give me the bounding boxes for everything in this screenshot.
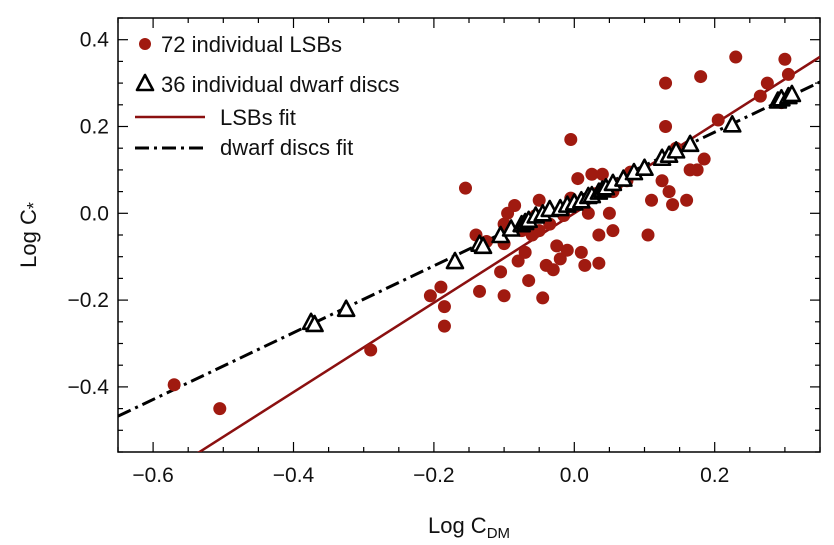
- lsb-point: [645, 193, 659, 207]
- lsb-point: [473, 284, 487, 298]
- lsb-point: [697, 152, 711, 166]
- lsb-point: [437, 300, 451, 314]
- x-tick-label: −0.2: [413, 464, 454, 487]
- dwarf-point: [680, 134, 700, 153]
- x-axis-title: Log CDM: [428, 513, 510, 542]
- lsb-point: [662, 185, 676, 199]
- y-axis-title-main: Log C: [16, 209, 41, 268]
- legend-dwarf-label: 36 individual dwarf discs: [161, 72, 399, 97]
- lsb-point: [546, 263, 560, 277]
- lsb-point: [666, 198, 680, 212]
- legend-dwarf-marker: [135, 73, 155, 92]
- lsb-point: [532, 193, 546, 207]
- lsb-point: [423, 289, 437, 303]
- lsb-point: [606, 224, 620, 238]
- x-tick-label: −0.6: [132, 464, 173, 487]
- dwarf-point: [666, 141, 686, 159]
- x-tick-label: −0.4: [273, 464, 315, 487]
- legend-lsb-label: 72 individual LSBs: [161, 32, 342, 57]
- lsb-point: [560, 243, 574, 257]
- lsb-point: [690, 163, 704, 177]
- lsb-point: [578, 258, 592, 272]
- lsb-point: [518, 245, 532, 259]
- lsb-point: [729, 50, 743, 64]
- dwarf-point: [473, 236, 493, 255]
- lsb-point: [659, 120, 673, 133]
- lsb-point: [458, 181, 472, 195]
- lsb-point: [680, 193, 694, 207]
- lsb-point: [778, 52, 792, 66]
- legend-lsb-fit-label: LSBs fit: [220, 105, 296, 130]
- lsb-point: [564, 133, 578, 147]
- plot-frame: [117, 17, 821, 453]
- lsb-point: [553, 252, 567, 266]
- lsb-point: [364, 343, 378, 357]
- lsb-point: [434, 280, 448, 294]
- y-tick-label: −0.2: [68, 289, 109, 312]
- lsb-point: [592, 256, 606, 270]
- lsb-point: [497, 289, 511, 303]
- y-tick-label: 0.0: [80, 202, 109, 225]
- y-tick-label: 0.2: [80, 116, 109, 139]
- legend-lsb-marker: [139, 38, 151, 50]
- lsb-point: [571, 172, 585, 186]
- data-points: [167, 50, 802, 416]
- lsb-point: [574, 245, 588, 259]
- lsb-point: [585, 167, 599, 181]
- y-tick-label: −0.4: [68, 376, 110, 399]
- lsb-point: [522, 274, 536, 288]
- x-axis-title-sub: DM: [487, 525, 510, 542]
- legend: 72 individual LSBs 36 individual dwarf d…: [135, 32, 399, 160]
- lsb-point: [781, 67, 795, 81]
- y-tick-label: 0.4: [80, 29, 110, 52]
- lsb-fit-line: [197, 55, 820, 452]
- lsb-point: [655, 174, 669, 188]
- lsb-point: [167, 378, 181, 392]
- lsb-point: [592, 228, 606, 242]
- x-axis-title-main: Log C: [428, 513, 487, 538]
- lsb-point: [536, 291, 550, 305]
- lsb-point: [602, 206, 616, 220]
- lsb-point: [581, 206, 595, 220]
- fit-lines: [118, 55, 820, 452]
- dwarf-point: [445, 251, 465, 270]
- dwarf-point: [782, 84, 802, 103]
- lsb-point: [753, 89, 767, 103]
- y-axis-title-sub: *: [24, 202, 44, 209]
- lsb-point: [494, 265, 508, 279]
- lsb-point: [437, 319, 451, 333]
- lsb-point: [550, 239, 564, 253]
- dwarf-point: [722, 115, 742, 133]
- lsb-point: [760, 76, 774, 90]
- lsb-point: [641, 228, 655, 242]
- x-tick-label: 0.2: [700, 464, 729, 487]
- lsb-point: [595, 167, 609, 181]
- lsb-point: [659, 76, 673, 90]
- lsb-point: [508, 198, 522, 212]
- x-tick-label: 0.0: [560, 464, 589, 487]
- lsb-point: [511, 254, 525, 268]
- dwarf-point: [635, 158, 654, 177]
- lsb-point: [694, 70, 708, 84]
- legend-dwarf-fit-label: dwarf discs fit: [220, 135, 353, 160]
- dwarf-fit-line: [118, 80, 820, 418]
- dwarf-point: [336, 299, 356, 318]
- y-axis-title: Log C*: [16, 202, 44, 268]
- dwarf-point: [305, 314, 324, 333]
- lsb-point: [711, 113, 725, 127]
- lsb-point: [213, 402, 227, 416]
- ticks: −0.6 −0.4 −0.2 0.0 0.2 −0.4 −0.2 0.0 0.2 0.4: [68, 17, 821, 487]
